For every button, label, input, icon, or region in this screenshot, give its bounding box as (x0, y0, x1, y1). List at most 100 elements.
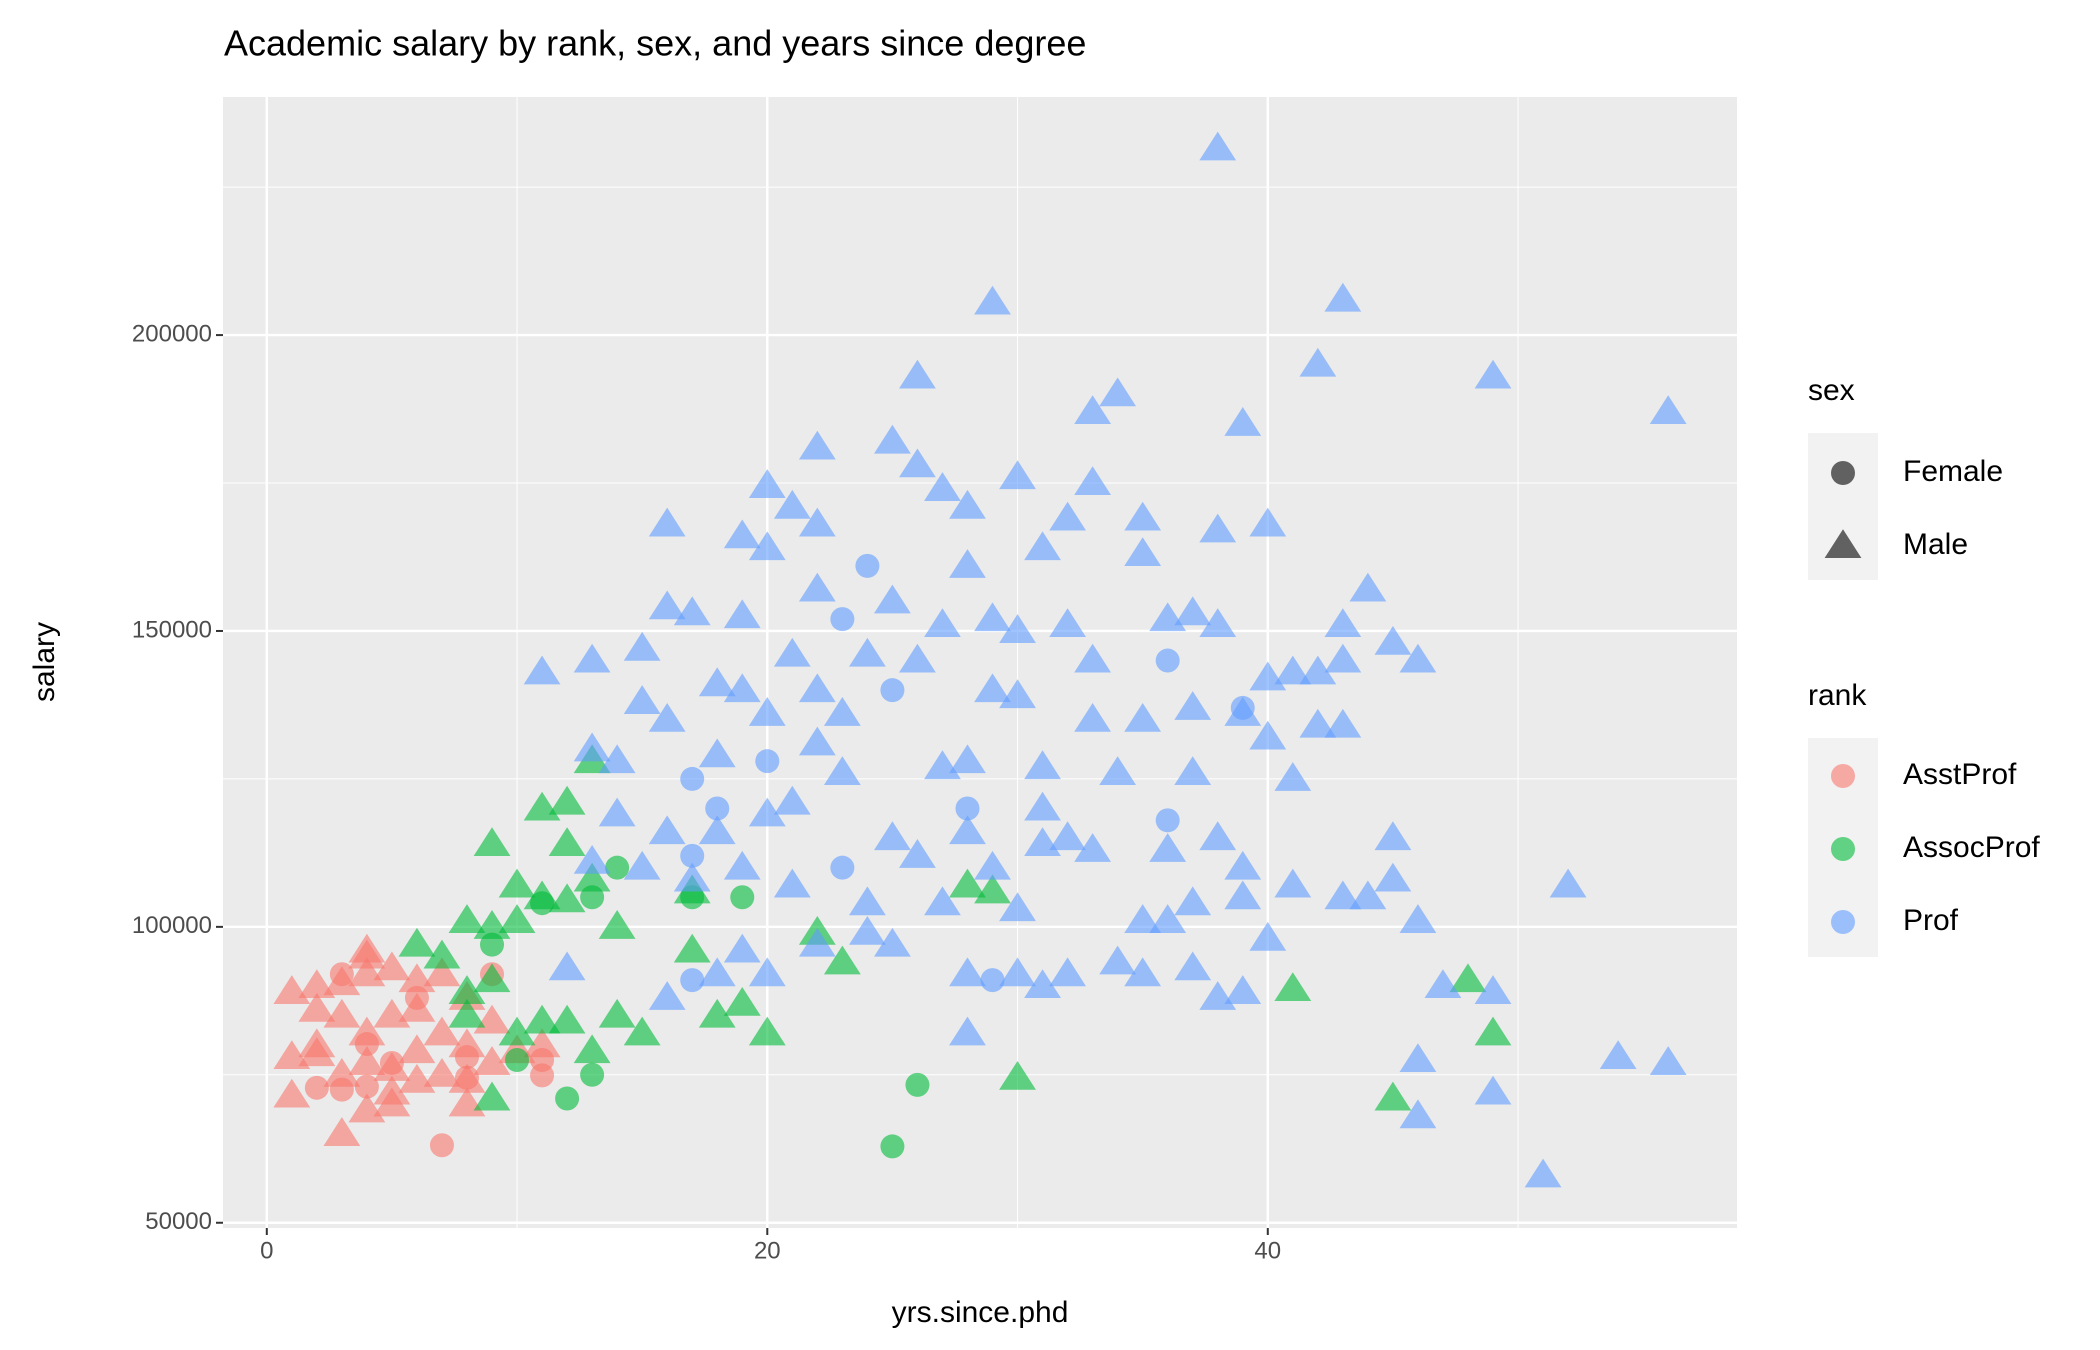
point (1374, 626, 1412, 655)
point (899, 359, 936, 389)
point (874, 821, 911, 851)
point (423, 957, 461, 987)
point (648, 702, 686, 732)
point (523, 655, 561, 685)
point (723, 850, 761, 880)
point (304, 1075, 329, 1100)
point (874, 424, 911, 454)
point (723, 986, 761, 1016)
point (623, 631, 661, 661)
point (730, 885, 755, 910)
point (1024, 531, 1061, 561)
point (798, 507, 836, 537)
point (598, 797, 636, 827)
point (1349, 572, 1387, 602)
point (1099, 377, 1137, 407)
point (423, 1016, 461, 1046)
point (748, 469, 786, 498)
legend-key (1831, 910, 1855, 934)
point (398, 1034, 436, 1064)
point (448, 1063, 486, 1093)
point (1224, 407, 1262, 436)
point (1124, 904, 1162, 933)
point (1024, 969, 1061, 999)
point (1374, 862, 1412, 892)
point (798, 430, 836, 460)
point (1049, 821, 1086, 851)
point (1199, 513, 1237, 543)
point (999, 957, 1036, 987)
point (1099, 756, 1137, 785)
point (648, 815, 686, 845)
x-tick-label: 40 (1254, 1237, 1281, 1264)
point (273, 1078, 311, 1108)
point (924, 608, 961, 638)
point (999, 1060, 1036, 1090)
point (949, 549, 986, 578)
point (623, 850, 661, 880)
point (548, 951, 586, 981)
point (1649, 1046, 1687, 1075)
point (1224, 880, 1262, 910)
point (1199, 131, 1237, 161)
legend-key (1824, 529, 1862, 558)
point (1199, 821, 1237, 851)
point (1249, 720, 1287, 750)
point (1299, 347, 1337, 377)
point (1149, 833, 1187, 862)
point (905, 1072, 930, 1097)
x-tick-label: 0 (260, 1237, 273, 1264)
point (1549, 868, 1587, 898)
point (505, 1048, 530, 1073)
point (1399, 904, 1437, 933)
point (1249, 921, 1287, 951)
point (298, 1028, 336, 1058)
point (530, 1063, 555, 1088)
point (949, 868, 986, 898)
point (1474, 1016, 1512, 1046)
point (680, 843, 705, 868)
point (1524, 1158, 1562, 1188)
point (348, 939, 386, 969)
point (1174, 756, 1212, 785)
point (373, 951, 411, 981)
point (848, 915, 886, 945)
point (1599, 1040, 1637, 1070)
point (548, 827, 586, 857)
point (548, 785, 586, 815)
point (899, 448, 936, 478)
point (955, 796, 980, 821)
legend-label: Female (1903, 455, 2003, 488)
point (573, 732, 611, 762)
point (1399, 1099, 1437, 1129)
point (1074, 833, 1112, 862)
y-tick-label: 50000 (145, 1208, 212, 1235)
point (673, 933, 711, 963)
point (1199, 608, 1237, 638)
legend-label: Prof (1903, 904, 1959, 937)
point (348, 1046, 386, 1075)
legend-key (1831, 837, 1855, 861)
point (698, 667, 736, 697)
point (705, 796, 730, 821)
point (855, 553, 880, 578)
point (598, 910, 636, 939)
point (498, 904, 536, 933)
point (473, 963, 511, 993)
point (498, 1016, 536, 1046)
point (1324, 880, 1362, 910)
point (598, 744, 636, 774)
point (698, 957, 736, 987)
point (1299, 708, 1337, 738)
point (323, 1117, 361, 1146)
legend-key (1831, 764, 1855, 788)
point (748, 697, 786, 726)
point (848, 886, 886, 916)
point (798, 927, 836, 957)
point (1324, 282, 1362, 312)
point (1374, 1081, 1412, 1111)
point (723, 599, 761, 629)
point (798, 673, 836, 703)
point (473, 1081, 511, 1111)
